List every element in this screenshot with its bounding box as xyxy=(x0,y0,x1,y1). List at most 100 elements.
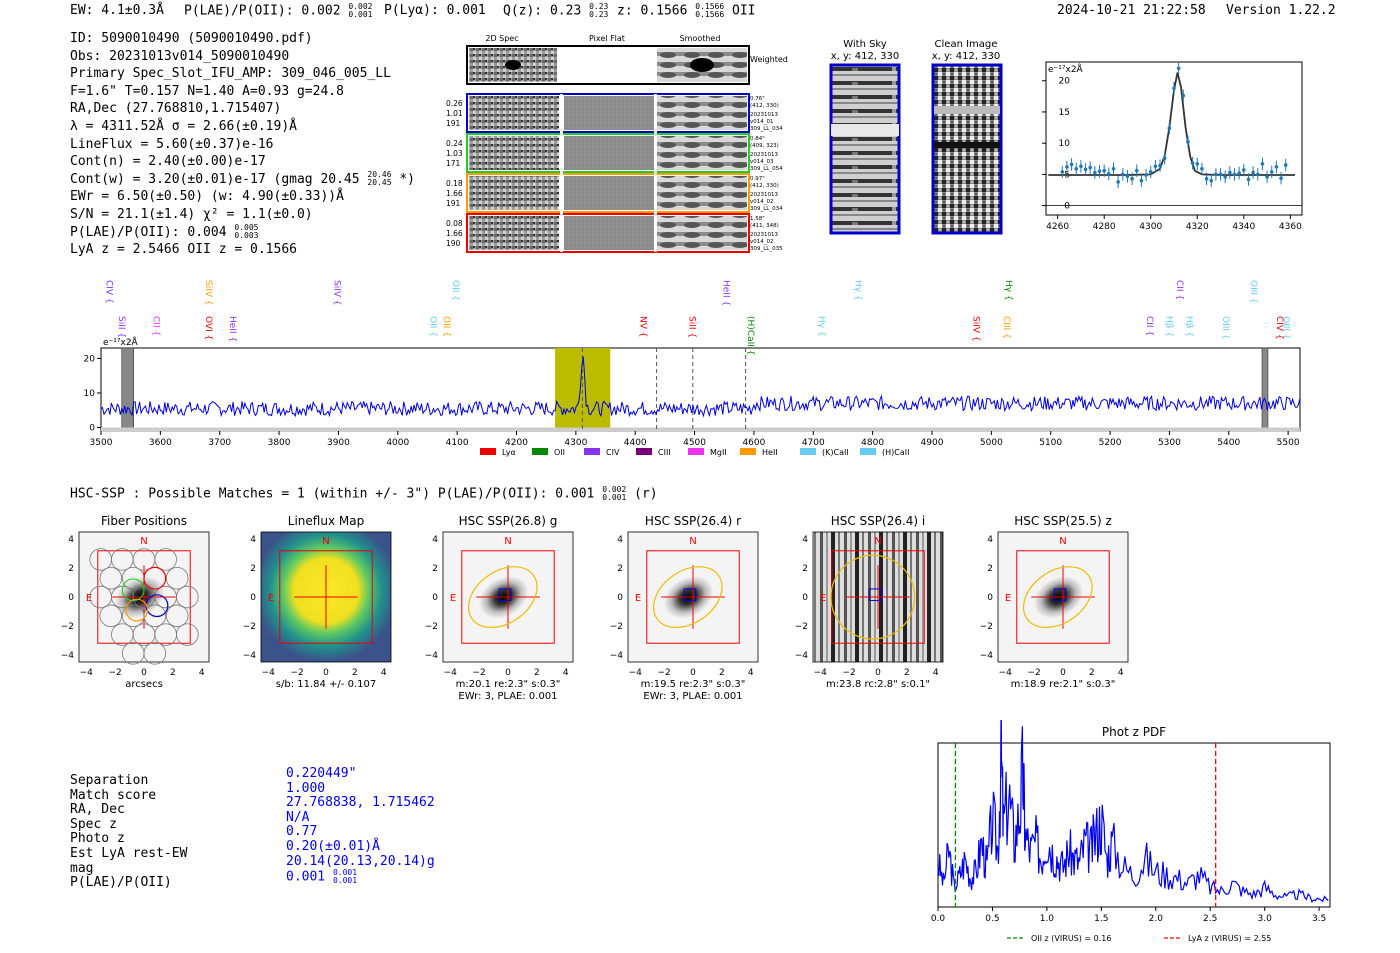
match-value-lya-ew: 0.20(±0.01)Å xyxy=(286,838,380,854)
header-version: Version 1.22.2 xyxy=(1226,3,1336,18)
linefit-data-point xyxy=(1218,172,1223,177)
hsc-fiber-circle xyxy=(165,604,189,628)
hsc-summary-lo: 0.001 xyxy=(602,493,627,502)
header-line: OII xyxy=(732,3,756,19)
spectrum-legend-swatch xyxy=(688,448,704,455)
linefit-data-point xyxy=(1204,176,1209,181)
spectrum-line-label: Hβ { xyxy=(1163,316,1173,337)
row-3-l1: 0.18 xyxy=(446,179,463,188)
match-value-plae: 0.001 0.001 0.001 xyxy=(286,869,435,885)
spectrum-flux-line xyxy=(100,356,1301,418)
hsc-fiber-orange xyxy=(125,598,149,622)
hsc-panel-title: HSC SSP(25.5) z xyxy=(1014,514,1112,528)
spectrum-xtick-label: 5100 xyxy=(1039,438,1062,448)
hsc-xtick-label: −2 xyxy=(290,668,303,678)
photz-pdf-chart: Phot z PDF 0.0 0.5 1.0 1.5 2.0 2.5 3.0 3.5 OII z… xyxy=(931,720,1331,943)
linefit-data-point xyxy=(1111,166,1116,171)
match-value-plae-text: 0.001 xyxy=(286,869,326,885)
hsc-ytick-label: 2 xyxy=(617,564,623,574)
hsc-east-label: E xyxy=(450,593,456,604)
info-lambda: λ = 4311.52Å σ = 2.66(±0.19)Å xyxy=(70,118,297,134)
spectrum-xtick-label: 5400 xyxy=(1217,438,1240,448)
hsc-xtick-label: −4 xyxy=(814,668,828,678)
hsc-xtick-label: −2 xyxy=(472,668,485,678)
hsc-summary: HSC-SSP : Possible Matches = 1 (within +… xyxy=(70,486,658,502)
photz-legend-label: LyA z (VIRUS) = 2.55 xyxy=(1188,934,1271,943)
hsc-ytick-label: 2 xyxy=(250,564,256,574)
match-label-separation: Separation xyxy=(70,773,149,788)
hsc-ytick-label: 4 xyxy=(432,535,438,545)
match-value-photoz: 0.77 xyxy=(286,824,318,840)
match-values: 0.220449" 1.000 27.768838, 1.715462 N/A … xyxy=(286,766,435,885)
spectrum-xtick-label: 4600 xyxy=(742,438,765,448)
linefit-data-point xyxy=(1074,166,1079,171)
hsc-xtick-label: −2 xyxy=(842,668,855,678)
hsc-xtick-label: −4 xyxy=(999,668,1013,678)
info-contw-frac: 20.46 20.45 xyxy=(367,171,391,187)
spectrum-xtick-label: 3900 xyxy=(327,438,350,448)
hsc-panel-title: Lineflux Map xyxy=(288,514,364,528)
col-label-2dspec: 2D Spec xyxy=(485,34,518,43)
spectrum-legend-swatch xyxy=(860,448,876,455)
match-label-plae: P(LAE)/P(OII) xyxy=(70,875,172,891)
hsc-xtick-label: 0 xyxy=(875,668,881,678)
linefit-data-point xyxy=(1172,86,1176,91)
hsc-ytick-label: −2 xyxy=(425,622,438,632)
spectrum-line-label: HeII { xyxy=(227,316,237,342)
hsc-fiber-circle xyxy=(143,642,167,665)
linefit-data-point xyxy=(1060,170,1065,174)
row-1-2dspec xyxy=(469,96,559,130)
row-1-r4: v014_01 xyxy=(750,119,774,125)
hsc-center-marker xyxy=(868,588,882,601)
linefit-data-point xyxy=(1274,165,1279,169)
linefit-data-point xyxy=(1153,164,1158,169)
header-qz: Q(z): 0.23 0.23 0.23 xyxy=(503,3,608,19)
info-primary: Primary Spec_Slot_IFU_AMP: 309_046_005_L… xyxy=(70,66,391,82)
hsc-panel-title: HSC SSP(26.4) r xyxy=(645,514,741,528)
cutout-row-4: 0.08 1.66 190 1.58" (411, 348) 20231013 … xyxy=(446,213,783,253)
row-4-r2: (411, 348) xyxy=(750,223,779,229)
hsc-xtick-label: 2 xyxy=(534,668,540,678)
match-labels: Separation Match score RA, Dec Spec z Ph… xyxy=(70,773,187,891)
row-2-l2: 1.03 xyxy=(446,149,463,158)
hsc-ytick-label: 0 xyxy=(250,593,256,603)
spectrum-ytick-label: 10 xyxy=(84,389,96,399)
header-z-lo: 0.1566 xyxy=(695,10,725,19)
spectrum-xtick-label: 5000 xyxy=(980,438,1003,448)
header-qz-hi: 0.23 xyxy=(589,2,609,11)
hsc-fiber-green xyxy=(121,578,145,602)
hsc-xtick-label: 2 xyxy=(719,668,725,678)
header-z-hi: 0.1566 xyxy=(695,2,725,11)
photz-xtick-label: 0.5 xyxy=(985,914,999,924)
hsc-north-label: N xyxy=(140,536,147,547)
match-value-radec: 27.768838, 1.715462 xyxy=(286,795,435,811)
match-plae-lo: 0.001 xyxy=(332,876,358,886)
header-qz-lo: 0.23 xyxy=(589,10,609,19)
header-z-frac: 0.1566 0.1566 xyxy=(695,3,724,19)
info-contw-text: Cont(w) = 3.20(±0.01)e-17 (gmag 20.45 xyxy=(70,171,360,187)
hsc-xtick-label: 2 xyxy=(170,668,176,678)
cutout-row-2: 0.24 1.03 171 0.84" (409, 323) 20231013 … xyxy=(446,133,783,173)
linefit-xtick-label: 4280 xyxy=(1093,222,1116,232)
spectrum-ytick-label: 20 xyxy=(84,354,96,364)
spectrum-line-label: Hγ { xyxy=(816,316,826,337)
hsc-xtick-label: 4 xyxy=(563,668,569,678)
clean-image-coord: x, y: 412, 330 xyxy=(932,51,1001,62)
hsc-north-label: N xyxy=(689,536,696,547)
header-plae: P(LAE)/P(OII): 0.002 0.002 0.001 xyxy=(184,3,372,19)
match-value-score: 1.000 xyxy=(286,780,326,796)
spectrum-line-label: SiII { xyxy=(116,316,126,338)
linefit-data-point xyxy=(1148,170,1153,174)
hsc-ytick-label: 2 xyxy=(432,564,438,574)
linefit-ytick-label: 0 xyxy=(1064,202,1070,212)
linefit-data-point xyxy=(1228,170,1232,175)
linefit-unit: e⁻¹⁷x2Å xyxy=(1048,63,1084,75)
row-3-smooth xyxy=(657,176,747,210)
row-2-r2: (409, 323) xyxy=(750,143,779,149)
hsc-ytick-label: −4 xyxy=(610,651,624,661)
linefit-data-point xyxy=(1209,178,1214,183)
row-4-smooth xyxy=(657,216,747,250)
hsc-xtick-label: 2 xyxy=(904,668,910,678)
